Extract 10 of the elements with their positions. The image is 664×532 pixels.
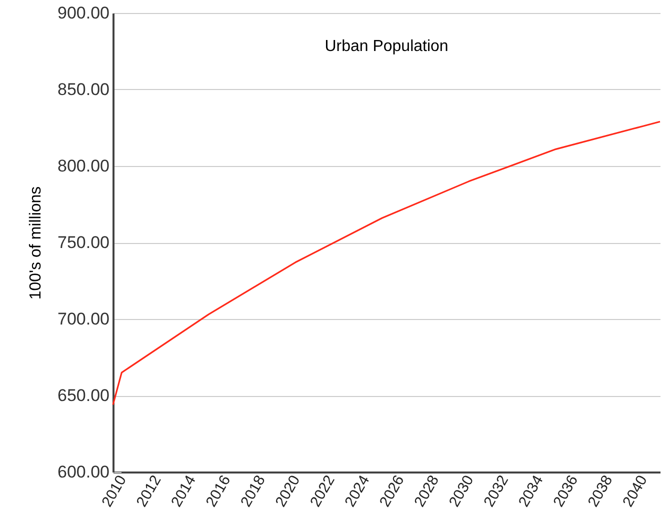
y-axis-title: 100's of millions — [28, 186, 45, 300]
y-tick-label: 750.00 — [58, 233, 110, 252]
line-series — [112, 120, 661, 406]
y-tick-label: 700.00 — [58, 310, 110, 328]
y-tick-label: 600.00 — [58, 462, 110, 482]
y-tick-label: 850.00 — [58, 80, 110, 99]
y-tick-label: 800.00 — [58, 156, 110, 176]
y-tick-label: 900.00 — [58, 4, 110, 22]
y-tick-label: 650.00 — [58, 386, 110, 405]
text: Urban Population — [324, 38, 448, 55]
